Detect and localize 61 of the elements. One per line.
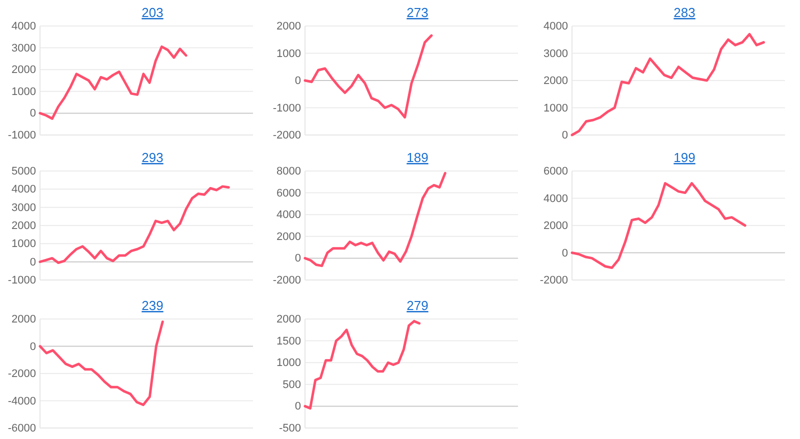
chart-title: 203 [142,5,164,20]
y-tick-label: 3000 [12,202,36,214]
y-tick-label: 1000 [544,102,568,114]
chart-title: 279 [406,298,428,313]
y-tick-label: -2000 [272,274,301,287]
y-tick-label: 2000 [544,220,568,232]
line-series [38,45,188,120]
y-tick-label: 1000 [12,238,36,250]
y-tick-label: -500 [278,422,301,435]
chart-title: 293 [142,150,164,165]
y-tick-label: 4000 [544,192,568,205]
y-tick-label: 0 [30,108,36,120]
y-tick-label: 500 [282,378,301,391]
y-tick-label: 0 [294,252,301,265]
y-tick-label: 5000 [12,166,36,178]
line-series [304,34,433,119]
chart-title: 189 [406,150,428,165]
y-tick-label: 1000 [276,357,301,370]
y-tick-label: 1000 [12,86,36,98]
y-tick-label: 4000 [12,20,36,33]
y-tick-label: 8000 [276,166,301,178]
y-tick-label: 1500 [276,335,301,348]
y-tick-label: 2000 [276,20,301,33]
y-tick-label: 3000 [544,48,568,60]
y-tick-label: -1000 [8,130,36,142]
y-tick-label: 4000 [12,184,36,196]
chart-title: 239 [142,298,164,313]
y-tick-label: 0 [562,130,568,142]
line-series [570,32,765,136]
y-tick-label: -2000 [8,368,36,380]
line-series [304,320,421,410]
chart-title: 283 [674,5,696,20]
y-tick-label: 2000 [12,64,36,76]
y-tick-label: 0 [294,75,301,88]
y-tick-label: -2000 [272,130,301,142]
y-tick-label: 6000 [544,166,568,178]
line-series [38,185,230,264]
y-tick-label: -1000 [272,102,301,114]
y-tick-label: 0 [30,340,36,353]
chart-title: 273 [406,5,428,20]
line-series [570,182,746,269]
y-tick-label: 6000 [276,187,301,200]
line-series [38,320,164,406]
y-tick-label: 2000 [12,220,36,232]
y-tick-label: 0 [30,256,36,268]
line-series [304,172,446,268]
y-tick-label: 2000 [276,314,301,326]
y-tick-label: 0 [562,247,568,260]
y-tick-label: 4000 [544,20,568,33]
y-tick-label: 0 [294,400,301,413]
chart-title: 199 [674,150,696,165]
y-tick-label: -6000 [8,422,36,435]
y-tick-label: -4000 [8,395,36,408]
y-tick-label: 2000 [12,314,36,326]
y-tick-label: 2000 [544,75,568,88]
y-tick-label: -1000 [8,274,36,287]
y-tick-label: 1000 [276,48,301,60]
y-tick-label: 3000 [12,42,36,54]
y-tick-label: -2000 [540,274,568,287]
y-tick-label: 2000 [276,230,301,243]
y-tick-label: 4000 [276,209,301,222]
